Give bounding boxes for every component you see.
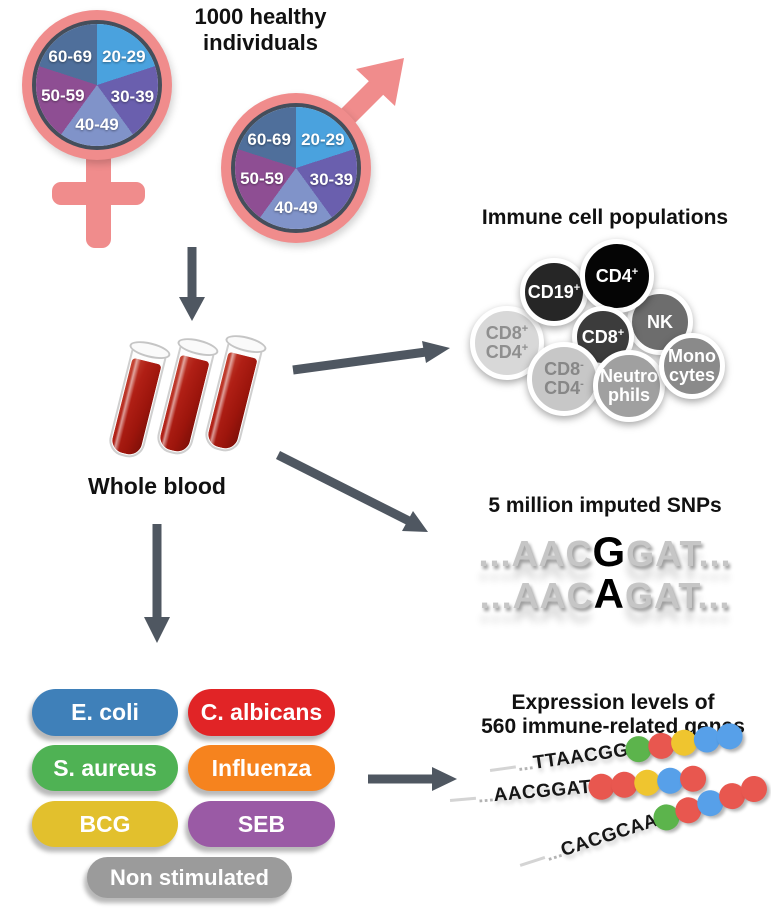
stimulus-pill-e-coli: E. coli xyxy=(32,689,178,736)
dna-strand-line xyxy=(489,764,516,772)
snp-allele: G xyxy=(592,528,627,575)
age-label-60-69: 60-69 xyxy=(247,129,291,149)
snp-seq-prefix: ...AAC xyxy=(478,533,593,574)
male-symbol: 20-29 30-39 40-49 50-59 60-69 xyxy=(221,93,371,243)
snp-sequence-1: ...AAC G GAT... xyxy=(440,528,770,576)
whole-blood-label: Whole blood xyxy=(88,473,226,499)
snp-allele: A xyxy=(593,570,625,617)
female-age-pie xyxy=(36,24,158,146)
stimulus-pill-influenza: Influenza xyxy=(188,745,335,791)
blood-fill xyxy=(157,354,210,455)
age-label-20-29: 20-29 xyxy=(102,46,146,66)
arrow-cohort-to-blood xyxy=(179,247,205,321)
blood-fill xyxy=(205,351,258,452)
age-label-50-59: 50-59 xyxy=(41,85,85,105)
age-label-40-49: 40-49 xyxy=(75,115,119,135)
cohort-heading-line2: individuals xyxy=(203,30,318,55)
stimulus-pill-bcg: BCG xyxy=(32,801,178,847)
expression-title-line1: Expression levels of xyxy=(511,691,715,714)
blood-tubes xyxy=(105,331,275,470)
cell-circle-cd8neg-cd4neg: CD8- CD4- xyxy=(527,342,601,416)
expression-dot xyxy=(678,764,708,793)
cell-circle-cd19: CD19+ xyxy=(520,258,588,326)
dna-strand-line xyxy=(449,796,477,802)
snp-sequence-2: ...AAC A GAT... xyxy=(440,570,770,618)
arrow-blood-to-snps xyxy=(275,450,428,532)
female-symbol-crossbar xyxy=(52,182,145,205)
male-age-pie xyxy=(235,107,357,229)
cell-circle-cd4: CD4+ xyxy=(580,239,654,313)
female-age-pie-ring: 20-29 30-39 40-49 50-59 60-69 xyxy=(32,20,162,150)
age-label-40-49: 40-49 xyxy=(274,198,318,218)
snp-seq-suffix: GAT... xyxy=(625,575,731,616)
immune-cells-title: Immune cell populations xyxy=(481,206,729,229)
cell-circle-monocytes: Mono cytes xyxy=(659,333,725,399)
stimulus-pill-seb: SEB xyxy=(188,801,335,847)
age-label-50-59: 50-59 xyxy=(240,168,284,188)
female-symbol: 20-29 30-39 40-49 50-59 60-69 xyxy=(22,10,172,160)
male-age-pie-ring: 20-29 30-39 40-49 50-59 60-69 xyxy=(231,103,361,233)
stimulus-pill-s-aureus: S. aureus xyxy=(32,745,178,791)
snp-seq-suffix: GAT... xyxy=(626,533,732,574)
age-label-30-39: 30-39 xyxy=(309,170,354,190)
snps-title: 5 million imputed SNPs xyxy=(488,494,722,517)
age-label-30-39: 30-39 xyxy=(110,87,155,107)
arrow-stimuli-to-expression xyxy=(368,767,457,791)
age-label-60-69: 60-69 xyxy=(48,46,92,66)
cell-circle-neutrophils: Neutro phils xyxy=(593,350,665,422)
blood-fill xyxy=(109,357,162,458)
gene-seq-ellipsis: ... xyxy=(476,785,495,808)
cohort-heading-line1: 1000 healthy xyxy=(194,4,327,29)
arrow-blood-to-cells xyxy=(292,341,450,375)
dna-strand-line xyxy=(519,855,546,867)
arrow-blood-to-stimuli xyxy=(144,524,170,643)
expression-dot xyxy=(714,721,745,752)
stimulus-pill-non-stimulated: Non stimulated xyxy=(87,857,292,898)
age-label-20-29: 20-29 xyxy=(301,129,345,149)
snp-seq-prefix: ...AAC xyxy=(479,575,594,616)
stimulus-pill-c-albicans: C. albicans xyxy=(188,689,335,736)
cohort-heading: 1000 healthy individuals xyxy=(148,4,373,56)
